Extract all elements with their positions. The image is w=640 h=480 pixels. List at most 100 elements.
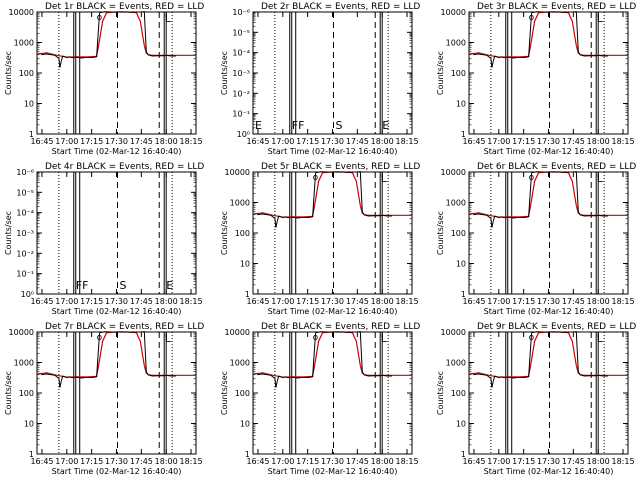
x-tick-label: 17:15 [296, 137, 319, 146]
panel-title: Det 2r BLACK = Events, RED = LLD [261, 2, 420, 12]
end-marker: L [381, 332, 388, 345]
y-tick-label: 1000 [14, 39, 34, 48]
panel-det4: Det 4r BLACK = Events, RED = LLD 10⁰ 10⁻¹ 1… [4, 162, 204, 316]
series-events [40, 11, 177, 68]
x-tick-label: 17:15 [512, 297, 535, 306]
series-events [40, 331, 177, 388]
x-axis-label: Start Time (02-Mar-12 16:40:40) [268, 467, 398, 476]
y-tick-label: 10 [24, 100, 34, 109]
panel-det6: Det 6r BLACK = Events, RED = LLD 1 10 100 10… [436, 162, 636, 316]
y-tick-label: 1000 [14, 359, 34, 368]
x-tick-label: 16:45 [246, 457, 269, 466]
y-tick-label: 10000 [441, 8, 466, 17]
x-tick-label: 17:30 [537, 297, 560, 306]
y-tick-label: 100 [19, 69, 34, 78]
x-tick-label: 18:00 [371, 457, 394, 466]
y-tick-label: 10000 [225, 328, 250, 337]
x-tick-label: 17:15 [80, 137, 103, 146]
end-marker: L [597, 332, 604, 345]
y-axis-label: Counts/sec [4, 211, 13, 255]
x-axis-label: Start Time (02-Mar-12 16:40:40) [484, 467, 614, 476]
end-marker: L [165, 12, 172, 25]
y-tick-label: 10⁻² [232, 89, 250, 98]
x-tick-label: 16:45 [246, 137, 269, 146]
x-tick-label: 17:00 [271, 137, 294, 146]
x-tick-label: 18:00 [587, 137, 610, 146]
peak-marker: o [97, 13, 103, 23]
y-tick-label: 1 [29, 130, 34, 139]
x-tick-label: 17:30 [321, 137, 344, 146]
x-tick-label: 18:15 [612, 457, 635, 466]
x-tick-label: 17:00 [487, 137, 510, 146]
x-tick-label: 17:45 [346, 297, 369, 306]
y-tick-label: 100 [451, 389, 466, 398]
panel-title: Det 7r BLACK = Events, RED = LLD [45, 322, 204, 332]
y-tick-label: 10⁻⁶ [232, 8, 250, 17]
end-marker: L [165, 332, 172, 345]
series-events [472, 171, 609, 228]
x-tick-label: 16:45 [462, 297, 485, 306]
x-tick-label: 18:00 [371, 297, 394, 306]
x-tick-label: 18:00 [587, 457, 610, 466]
x-tick-label: 18:15 [612, 137, 635, 146]
x-axis-label: Start Time (02-Mar-12 16:40:40) [268, 147, 398, 156]
peak-marker: o [97, 333, 103, 343]
y-tick-label: 1 [245, 450, 250, 459]
x-tick-label: 16:45 [462, 137, 485, 146]
panel-det9: Det 9r BLACK = Events, RED = LLD 1 10 100 10… [436, 322, 636, 476]
x-tick-label: 17:15 [512, 137, 535, 146]
y-tick-label: 10⁻⁴ [232, 49, 250, 58]
x-tick-label: 17:45 [562, 457, 585, 466]
y-tick-label: 1000 [446, 39, 466, 48]
panel-title: Det 6r BLACK = Events, RED = LLD [477, 162, 636, 172]
x-tick-label: 16:45 [246, 297, 269, 306]
peak-marker: o [529, 173, 535, 183]
y-axis-label: Counts/sec [220, 211, 229, 255]
y-tick-label: 1000 [446, 199, 466, 208]
x-tick-label: 18:15 [180, 137, 203, 146]
x-tick-label: 17:00 [55, 137, 78, 146]
x-tick-label: 17:45 [346, 137, 369, 146]
panel-title: Det 1r BLACK = Events, RED = LLD [45, 2, 204, 12]
peak-marker: o [529, 333, 535, 343]
series-events [256, 331, 393, 388]
panel-title: Det 8r BLACK = Events, RED = LLD [261, 322, 420, 332]
x-tick-label: 18:15 [396, 297, 419, 306]
end-marker: L [597, 172, 604, 185]
y-tick-label: 10⁻⁴ [16, 209, 34, 218]
y-tick-label: 1 [461, 450, 466, 459]
flag-label: FF [76, 279, 89, 292]
y-tick-label: 1000 [230, 199, 250, 208]
x-tick-label: 18:00 [155, 137, 178, 146]
panel-title: Det 9r BLACK = Events, RED = LLD [477, 322, 636, 332]
y-tick-label: 1 [461, 290, 466, 299]
y-tick-label: 10 [240, 420, 250, 429]
x-tick-label: 17:45 [130, 457, 153, 466]
y-tick-label: 1000 [230, 359, 250, 368]
x-tick-label: 17:00 [55, 297, 78, 306]
x-axis-label: Start Time (02-Mar-12 16:40:40) [484, 147, 614, 156]
panel-det5: Det 5r BLACK = Events, RED = LLD 1 10 100 10… [220, 162, 420, 316]
y-tick-label: 10⁰ [21, 290, 34, 299]
series-events [472, 331, 609, 388]
y-tick-label: 10 [456, 260, 466, 269]
y-tick-label: 10⁻³ [232, 69, 250, 78]
panel-det8: Det 8r BLACK = Events, RED = LLD 1 10 100 10… [220, 322, 420, 476]
flag-label: E [382, 119, 389, 132]
x-tick-label: 17:45 [562, 297, 585, 306]
x-axis-label: Start Time (02-Mar-12 16:40:40) [268, 307, 398, 316]
flag-label: FF [292, 119, 305, 132]
x-tick-label: 17:00 [271, 297, 294, 306]
y-tick-label: 1 [245, 290, 250, 299]
y-tick-label: 10000 [225, 168, 250, 177]
x-tick-label: 17:45 [130, 297, 153, 306]
y-tick-label: 10000 [9, 8, 34, 17]
panel-title: Det 4r BLACK = Events, RED = LLD [45, 162, 204, 172]
x-axis-label: Start Time (02-Mar-12 16:40:40) [52, 307, 182, 316]
panel-det2: Det 2r BLACK = Events, RED = LLD 10⁰ 10⁻¹ 1… [220, 2, 420, 156]
panel-title: Det 5r BLACK = Events, RED = LLD [261, 162, 420, 172]
y-axis-label: Counts/sec [436, 51, 445, 95]
x-tick-label: 17:15 [80, 457, 103, 466]
x-tick-label: 17:00 [487, 457, 510, 466]
